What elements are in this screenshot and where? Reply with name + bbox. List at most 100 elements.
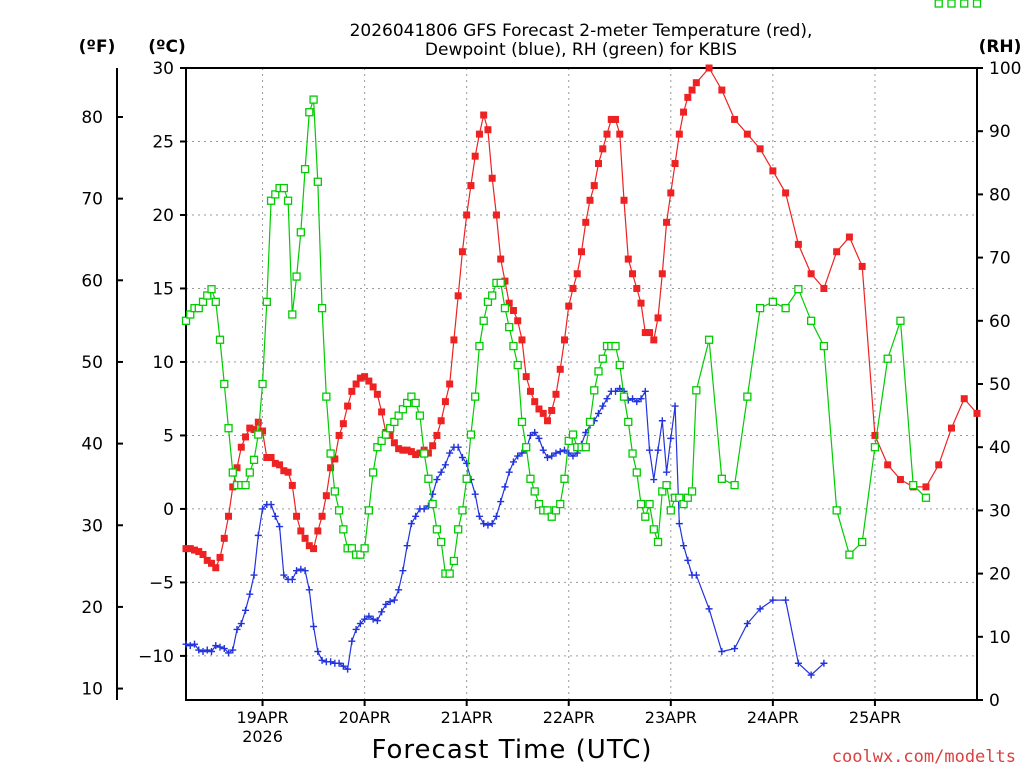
dewpoint-point (208, 647, 216, 655)
temperature-point (705, 64, 713, 72)
rh-tick-label: 100 (989, 59, 1021, 79)
temperature-point (501, 277, 509, 285)
temperature-point (603, 130, 611, 138)
rh-point (585, 417, 595, 427)
temperature-point (242, 433, 250, 441)
rh-point (619, 392, 629, 401)
rh-point (598, 354, 607, 363)
dewpoint-point (216, 643, 224, 651)
series-line (186, 66, 978, 569)
dewpoint-point (684, 556, 692, 564)
rh-point (415, 411, 425, 420)
rh-point (551, 506, 561, 515)
temperature-point (607, 115, 615, 123)
temperature-point (339, 420, 347, 428)
temperature-point (233, 464, 241, 472)
rh-point (534, 499, 544, 509)
temperature-point (310, 545, 318, 553)
dewpoint-point (395, 586, 403, 594)
temperature-point (327, 464, 335, 472)
dewpoint-point (195, 646, 203, 654)
dewpoint-point (475, 512, 483, 520)
temperature-point (480, 111, 488, 119)
rh-point (360, 544, 369, 553)
dewpoint-point (692, 571, 700, 579)
dewpoint-point (386, 598, 394, 606)
rh-point (334, 506, 344, 515)
rh-point (649, 525, 658, 534)
rh-point (398, 405, 408, 414)
dewpoint-point (658, 417, 666, 425)
celsius-tick-label: 10 (152, 353, 174, 373)
dewpoint-point (539, 446, 547, 454)
temperature-point (314, 527, 322, 535)
rh-point (641, 512, 650, 521)
rh-tick-label: 80 (989, 185, 1011, 205)
dewpoint-point (288, 575, 296, 583)
rh-point (794, 285, 803, 294)
dewpoint-point (297, 565, 305, 573)
rh-point (947, 0, 956, 8)
fahrenheit-tick-label: 40 (81, 435, 103, 455)
temperature-point (378, 408, 386, 416)
chart-title-line-1: 2026041806 GFS Forecast 2-meter Temperat… (350, 21, 813, 41)
rh-point (198, 297, 208, 306)
rh-point (385, 424, 395, 433)
series-dewpoint (183, 385, 828, 679)
rh-point (283, 196, 293, 205)
rh-point (271, 190, 280, 199)
temperature-point (518, 336, 526, 344)
temperature-point (973, 409, 981, 417)
rh-point (262, 297, 271, 306)
dewpoint-point (237, 620, 245, 628)
temperature-point (403, 446, 411, 454)
dewpoint-point (552, 449, 560, 457)
fahrenheit-tick-label: 80 (81, 108, 103, 128)
temperature-point (646, 329, 654, 337)
rh-point (462, 474, 471, 483)
rh-point (466, 430, 476, 439)
rh-point (445, 569, 454, 578)
rh-point (322, 392, 331, 401)
temperature-point (794, 240, 802, 248)
temperature-point (412, 451, 420, 459)
temperature-point (424, 449, 432, 457)
dewpoint-point (407, 520, 415, 528)
dewpoint-point (807, 671, 815, 679)
rh-point (488, 291, 497, 300)
celsius-tick-label: 30 (152, 59, 174, 79)
rh-point (390, 417, 399, 427)
rh-point (517, 417, 527, 427)
rh-point (300, 164, 310, 174)
dewpoint-point (441, 461, 449, 469)
temperature-point (263, 453, 271, 461)
temperature-point (820, 284, 828, 292)
rh-point (743, 392, 752, 401)
rh-point (437, 537, 446, 547)
temperature-point (616, 130, 624, 138)
dewpoint-point (603, 395, 611, 403)
temperature-point (505, 299, 513, 307)
rh-point (347, 544, 357, 553)
temperature-point (305, 542, 313, 550)
temperature-point (246, 424, 254, 432)
temperature-point (322, 492, 330, 500)
fahrenheit-tick-label: 30 (81, 516, 103, 536)
rh-point (845, 550, 854, 559)
temperature-point (633, 284, 641, 292)
temperature-point (288, 481, 296, 489)
rh-tick-label: 90 (989, 122, 1011, 142)
x-tick-year-label: 2026 (242, 727, 283, 746)
rh-point (407, 392, 416, 401)
temperature-point (497, 255, 505, 263)
rh-point (402, 398, 412, 408)
rh-point (454, 525, 463, 534)
rh-point (781, 304, 790, 313)
dewpoint-point (369, 615, 377, 623)
temperature-point (293, 512, 301, 520)
dewpoint-point (556, 448, 564, 456)
rh-point (292, 272, 301, 281)
dewpoint-point (680, 542, 688, 550)
temperature-point (654, 314, 662, 322)
temperature-point (361, 373, 369, 381)
